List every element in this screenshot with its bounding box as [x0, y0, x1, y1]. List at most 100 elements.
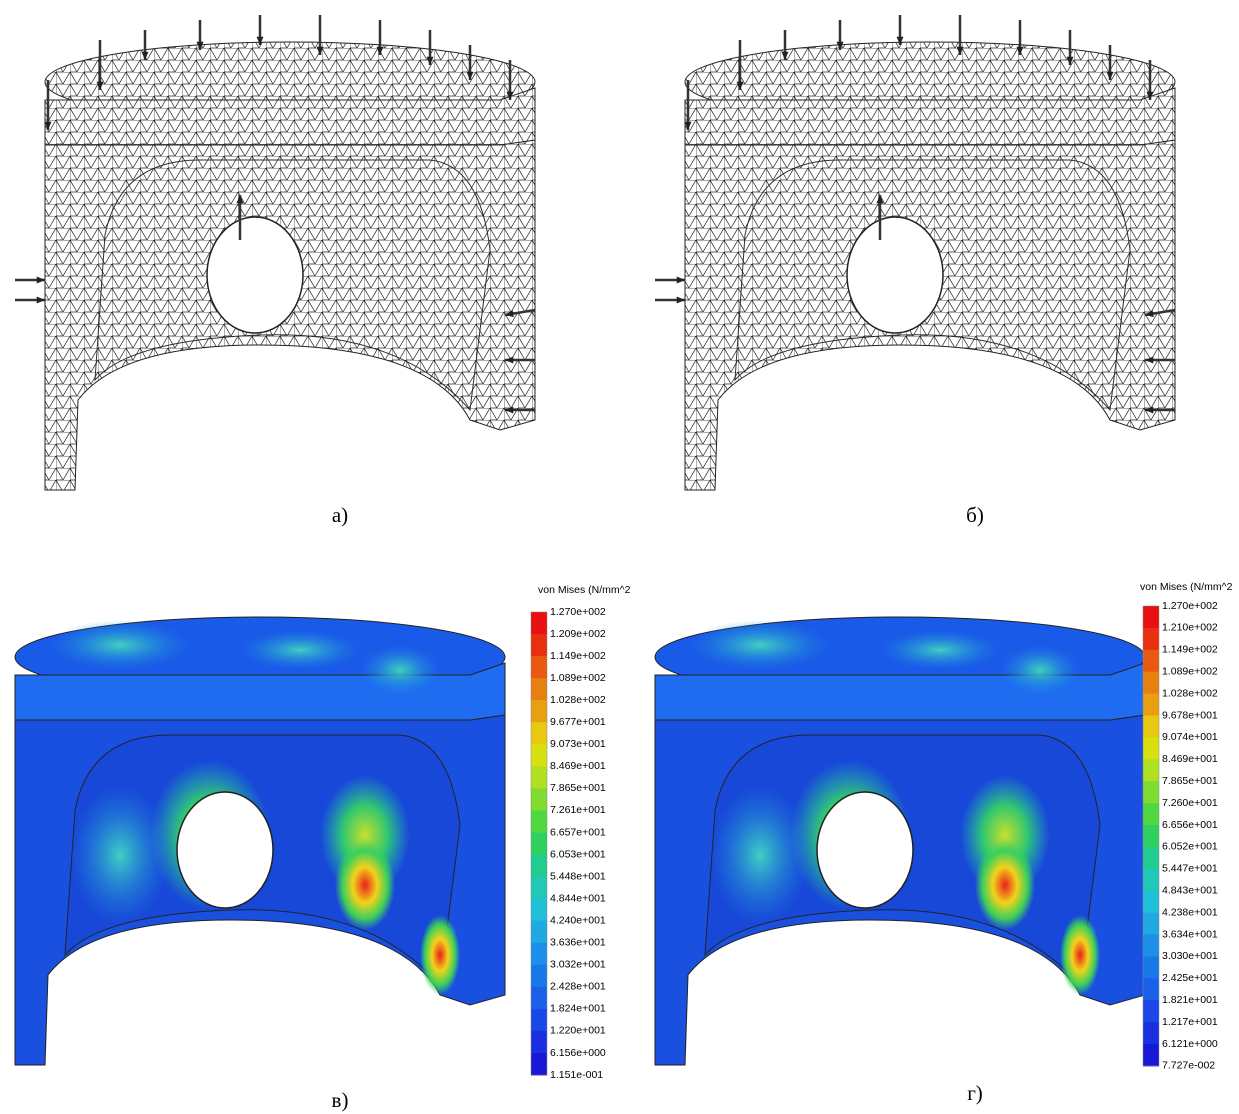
color-band: [531, 899, 547, 922]
legend-label: 3.030e+001: [1162, 950, 1218, 962]
legend-label: 4.238e+001: [1162, 906, 1218, 918]
color-band: [1143, 716, 1159, 738]
stress-zone: [360, 645, 440, 695]
legend-label: 1.217e+001: [1162, 1016, 1218, 1028]
panel-caption: в): [332, 1088, 349, 1112]
legend-label: 4.843e+001: [1162, 884, 1218, 896]
legend-label: 1.149e+002: [1162, 644, 1218, 656]
color-band: [531, 1031, 547, 1054]
panel: [655, 617, 1145, 1065]
color-band: [1143, 825, 1159, 847]
legend-label: 9.073e+001: [550, 738, 606, 750]
color-band: [1143, 1000, 1159, 1022]
color-band: [1143, 935, 1159, 957]
color-band: [1143, 803, 1159, 825]
legend-label: 7.727e-002: [1162, 1060, 1215, 1072]
color-band: [1143, 978, 1159, 1000]
stress-zone: [690, 620, 830, 670]
color-band: [531, 656, 547, 679]
legend-label: 1.821e+001: [1162, 994, 1218, 1006]
color-band: [1143, 672, 1159, 694]
legend-label: 6.121e+000: [1162, 1038, 1218, 1050]
pin-hole: [177, 792, 273, 908]
stress-zone: [1000, 645, 1080, 695]
color-band: [1143, 1044, 1159, 1066]
legend-label: 7.261e+001: [550, 804, 606, 816]
legend-label: 1.270e+002: [1162, 600, 1218, 612]
color-band: [531, 855, 547, 878]
stress-zone: [975, 840, 1035, 930]
legend-label: 6.053e+001: [550, 848, 606, 860]
legend-title: von Mises (N/mm^2: [1140, 581, 1233, 593]
color-band: [1143, 1022, 1159, 1044]
color-band: [1143, 869, 1159, 891]
legend-label: 4.844e+001: [550, 892, 606, 904]
arrow-head: [37, 296, 45, 303]
legend-label: 8.469e+001: [1162, 753, 1218, 765]
stress-zone: [1060, 915, 1100, 995]
color-band: [1143, 737, 1159, 759]
legend-label: 1.824e+001: [550, 1003, 606, 1015]
legend-label: 6.156e+000: [550, 1047, 606, 1059]
figure: а)б)в)von Mises (N/mm^21.270e+0021.209e+…: [0, 0, 1239, 1114]
legend-label: 1.028e+002: [1162, 687, 1218, 699]
legend-label: 3.636e+001: [550, 937, 606, 949]
color-band: [531, 1009, 547, 1032]
color-band: [531, 965, 547, 988]
panel-caption: а): [332, 503, 348, 527]
legend-label: 1.089e+002: [1162, 665, 1218, 677]
pin-hole: [847, 217, 943, 333]
panel: [15, 617, 505, 1065]
color-band: [1143, 847, 1159, 869]
color-band: [531, 722, 547, 745]
arrow-head: [677, 276, 685, 283]
legend-label: 1.028e+002: [550, 694, 606, 706]
stress-zone: [335, 840, 395, 930]
color-band: [1143, 781, 1159, 803]
legend-label: 5.447e+001: [1162, 863, 1218, 875]
legend-label: 1.149e+002: [550, 650, 606, 662]
panel: [655, 15, 1175, 490]
color-band: [531, 921, 547, 944]
legend-label: 5.448e+001: [550, 870, 606, 882]
color-band: [1143, 650, 1159, 672]
color-band: [531, 810, 547, 833]
color-band: [1143, 891, 1159, 913]
stress-zone: [880, 630, 1000, 670]
color-band: [531, 744, 547, 767]
arrow-head: [677, 296, 685, 303]
legend-label: 3.634e+001: [1162, 928, 1218, 940]
legend-label: 2.425e+001: [1162, 972, 1218, 984]
panel: [15, 15, 535, 490]
legend-label: 6.656e+001: [1162, 819, 1218, 831]
color-band: [531, 612, 547, 635]
legend-label: 1.270e+002: [550, 606, 606, 618]
legend-label: 9.074e+001: [1162, 731, 1218, 743]
color-band: [531, 634, 547, 657]
arrow-head: [37, 276, 45, 283]
legend-label: 1.089e+002: [550, 672, 606, 684]
legend-label: 1.210e+002: [1162, 622, 1218, 634]
stress-zone: [70, 785, 170, 925]
legend-label: 7.260e+001: [1162, 797, 1218, 809]
color-band: [531, 877, 547, 900]
legend-label: 7.865e+001: [1162, 775, 1218, 787]
color-band: [531, 766, 547, 789]
panel-caption: г): [967, 1081, 983, 1105]
legend-label: 9.677e+001: [550, 716, 606, 728]
color-band: [531, 987, 547, 1010]
color-band: [1143, 956, 1159, 978]
color-band: [531, 1053, 547, 1076]
stress-zone: [50, 620, 190, 670]
legend-label: 9.678e+001: [1162, 709, 1218, 721]
legend-title: von Mises (N/mm^2: [538, 584, 631, 596]
legend-label: 3.032e+001: [550, 959, 606, 971]
legend-label: 6.657e+001: [550, 826, 606, 838]
pin-hole: [207, 217, 303, 333]
stress-zone: [240, 630, 360, 670]
color-band: [531, 943, 547, 966]
legend-label: 1.220e+001: [550, 1025, 606, 1037]
color-band: [1143, 759, 1159, 781]
legend-label: 1.209e+002: [550, 628, 606, 640]
color-band: [531, 788, 547, 811]
